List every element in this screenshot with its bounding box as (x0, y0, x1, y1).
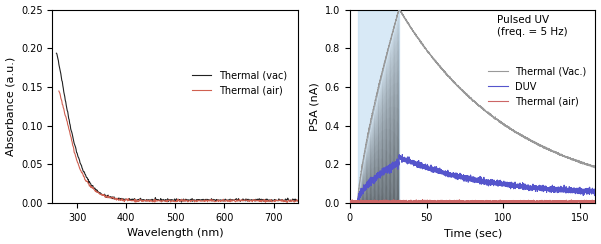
Thermal (vac) (182, 198, 189, 201)
Y-axis label: Absorbance (a.u.): Absorbance (a.u.) (5, 57, 16, 156)
Thermal (Vac.) (346, 202, 353, 205)
Line: Thermal (air): Thermal (air) (59, 91, 298, 202)
Thermal (air) (502, 200, 510, 203)
Thermal (air) (592, 200, 599, 203)
Thermal (Vac.) (540, 145, 547, 148)
DUV (502, 183, 510, 186)
Thermal (air) (250, 198, 257, 201)
Thermal (vac) (294, 199, 302, 202)
DUV (589, 190, 596, 193)
Thermal (Vac.) (397, 9, 404, 12)
Line: Thermal (air): Thermal (air) (350, 200, 596, 204)
Thermal (Vac.) (502, 124, 510, 127)
X-axis label: Wavelength (nm): Wavelength (nm) (127, 228, 224, 238)
Thermal (vac) (288, 199, 296, 202)
Thermal (air) (346, 201, 353, 203)
Thermal (air) (294, 199, 302, 202)
Thermal (air) (165, 199, 172, 202)
Thermal (air) (195, 199, 203, 202)
Thermal (vac) (165, 198, 172, 201)
Thermal (air) (397, 199, 404, 202)
Thermal (air) (288, 199, 296, 202)
Thermal (Vac.) (395, 8, 403, 11)
Thermal (Vac.) (592, 165, 599, 168)
DUV (554, 190, 561, 193)
Thermal (Vac.) (555, 152, 562, 155)
Thermal (vac) (250, 198, 257, 201)
Thermal (air) (182, 199, 189, 202)
Thermal (air) (419, 198, 426, 201)
Thermal (air) (524, 200, 531, 203)
X-axis label: Time (sec): Time (sec) (444, 228, 502, 238)
Line: DUV: DUV (350, 154, 596, 203)
Thermal (vac) (195, 198, 203, 201)
Y-axis label: PSA (nA): PSA (nA) (309, 82, 319, 131)
DUV (398, 153, 406, 156)
DUV (397, 155, 404, 158)
DUV (524, 186, 531, 189)
Thermal (air) (167, 201, 174, 203)
Text: Pulsed UV
(freq. = 5 Hz): Pulsed UV (freq. = 5 Hz) (497, 15, 568, 37)
DUV (346, 202, 353, 205)
Legend: Thermal (vac), Thermal (air): Thermal (vac), Thermal (air) (188, 67, 291, 100)
DUV (540, 187, 547, 190)
Thermal (Vac.) (524, 137, 531, 140)
Thermal (air) (536, 203, 543, 205)
Thermal (vac) (167, 199, 174, 202)
Thermal (air) (555, 201, 562, 204)
Thermal (air) (540, 200, 547, 203)
Thermal (Vac.) (589, 164, 596, 167)
Thermal (air) (589, 201, 596, 203)
Bar (358, 10, 399, 203)
Line: Thermal (Vac.): Thermal (Vac.) (350, 10, 596, 203)
Legend: Thermal (Vac.), DUV, Thermal (air): Thermal (Vac.), DUV, Thermal (air) (484, 63, 591, 110)
DUV (592, 189, 599, 192)
Thermal (Vac.) (346, 201, 353, 204)
Line: Thermal (vac): Thermal (vac) (56, 53, 298, 202)
